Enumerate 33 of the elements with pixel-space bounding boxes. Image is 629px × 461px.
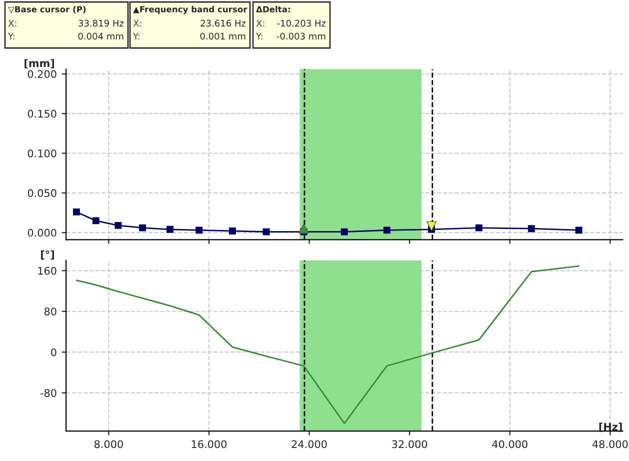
y-tick-label: -80 [40,389,56,397]
x-tick-label: 32.000 [392,440,428,448]
y-tick-label: 80 [44,308,56,316]
text: -10.203 Hz [277,20,326,27]
text: ▲Frequency band cursor [133,6,248,14]
y-tick-label: 0 [51,348,56,356]
y-tick-label: 0.000 [28,228,56,237]
y-tick-label: 0.100 [28,149,56,158]
text: ΔDelta: [256,6,290,12]
text: Y: [256,32,262,40]
x-tick-label: 24.000 [292,440,327,448]
y-axis-title: [mm] [24,59,54,68]
text: Y: [132,32,140,40]
x-axis-title: [Hz] [599,422,622,432]
text: X: [8,20,16,26]
text: ▽Base cursor (P) [8,6,86,14]
text: X: [256,20,264,26]
x-tick-label: 40.000 [492,440,528,448]
text: X: [133,20,142,26]
x-tick-label: 8.000 [94,440,123,448]
x-tick-label: 48.000 [592,440,628,448]
y-tick-label: 0.150 [28,110,56,118]
text: Y: [8,32,14,40]
text: 23.616 Hz [200,20,246,27]
x-tick-label: 16.000 [192,440,227,448]
text: 0.001 mm [200,32,246,40]
text: 33.819 Hz [78,20,124,27]
y-tick-label: 160 [38,266,56,275]
text: -0.003 mm [276,32,326,40]
y-axis-title: [°] [41,250,54,260]
text: 0.004 mm [78,32,124,40]
y-tick-label: 0.050 [28,189,56,198]
y-tick-label: 0.200 [28,70,56,78]
